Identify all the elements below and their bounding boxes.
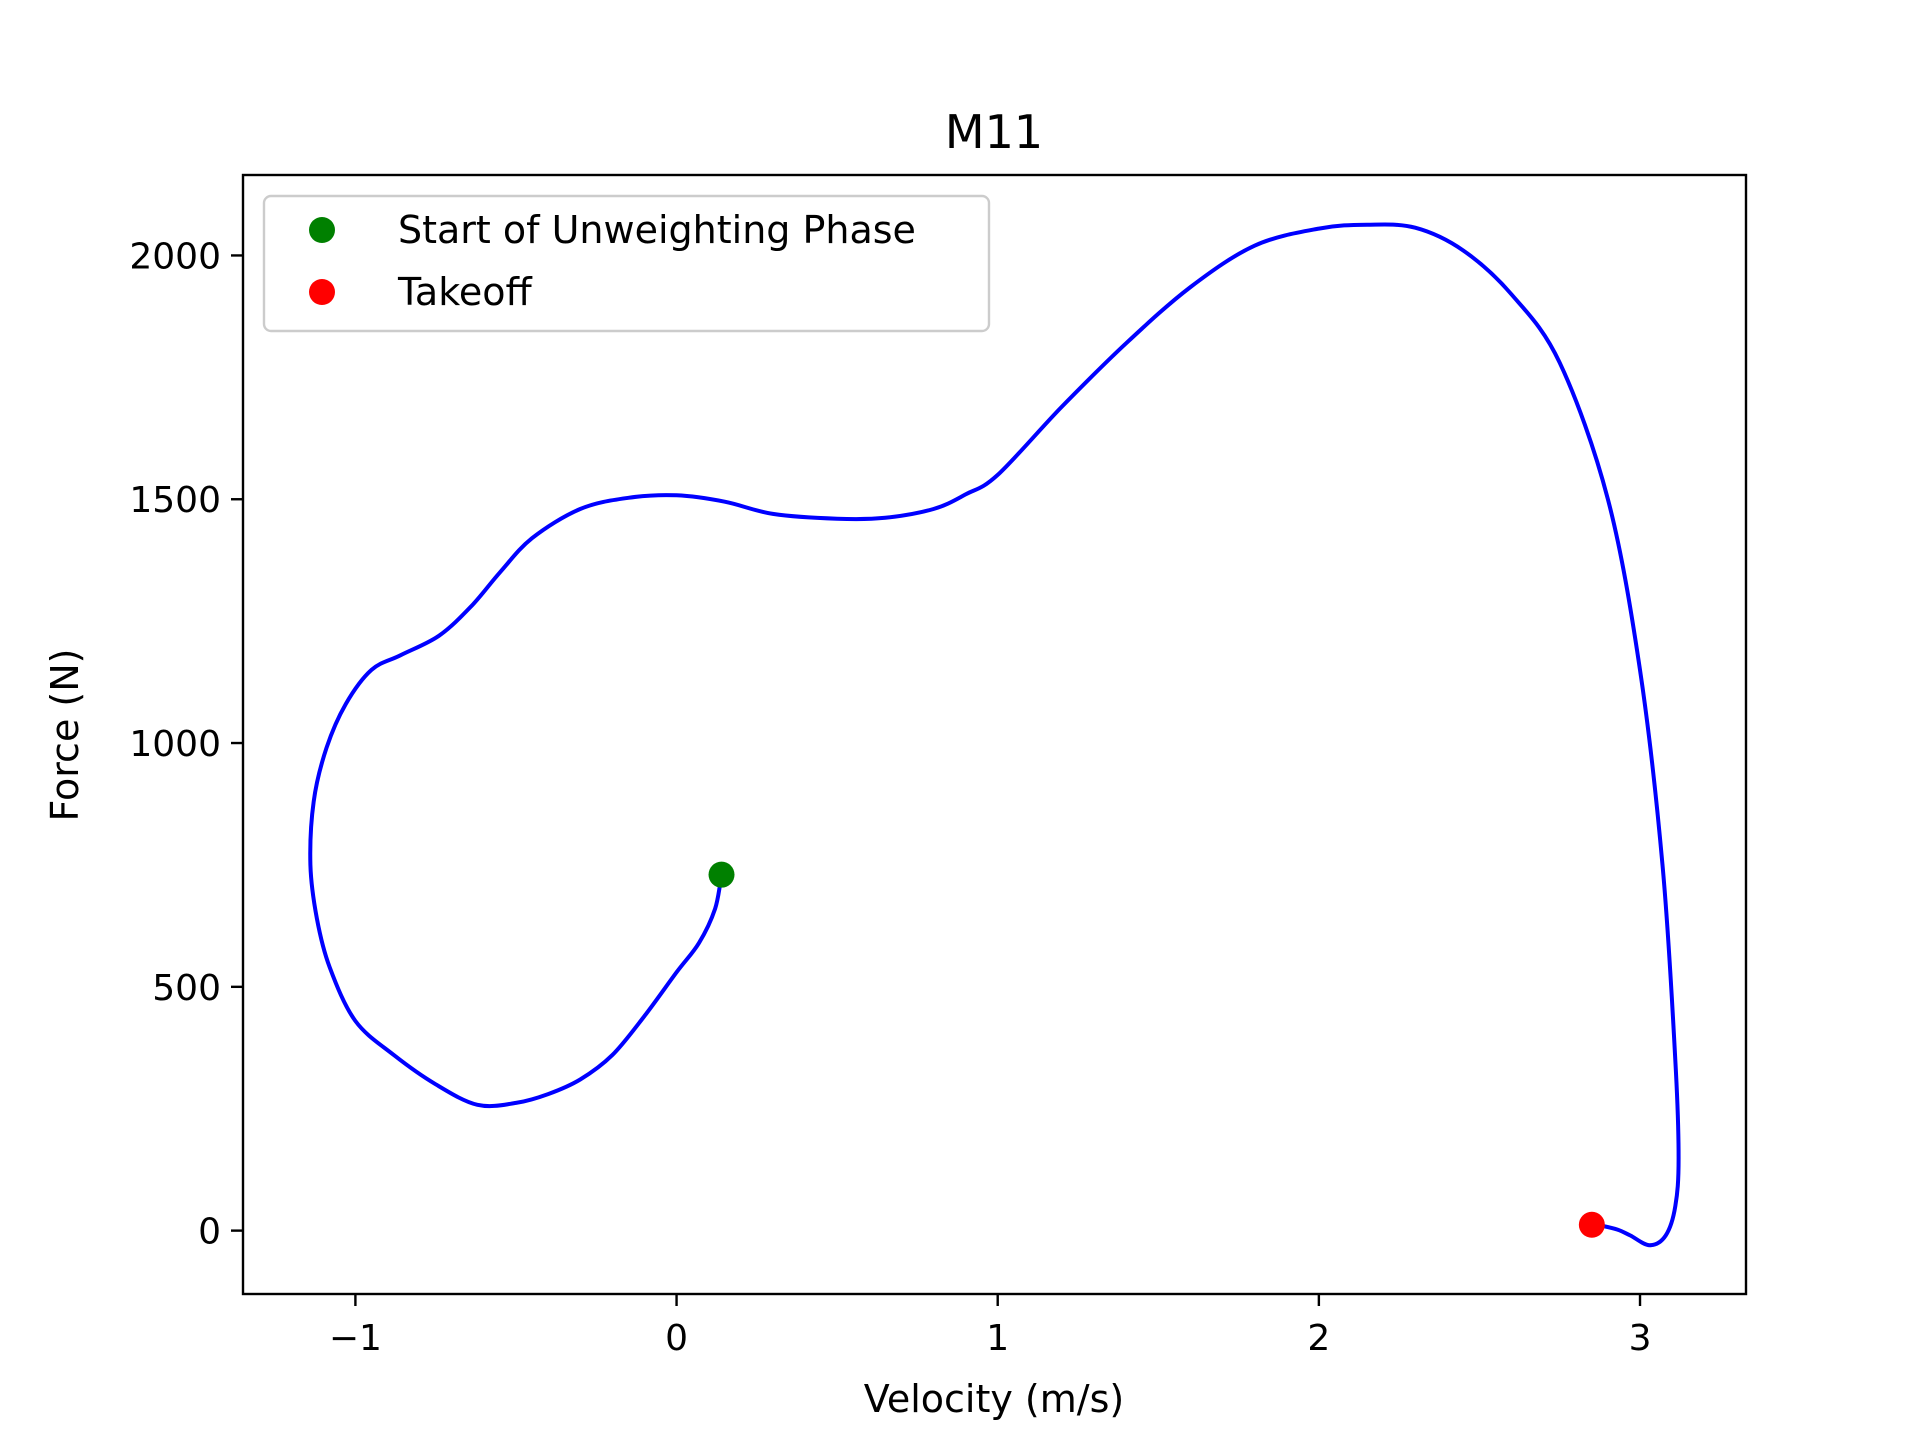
y-tick-label: 1000: [129, 724, 221, 765]
x-tick-label: 2: [1307, 1318, 1330, 1359]
legend-marker-takeoff: [309, 279, 335, 305]
x-tick-label: 0: [665, 1318, 688, 1359]
legend-label-takeoff: Takeoff: [397, 270, 532, 314]
y-tick-label: 2000: [129, 236, 221, 277]
legend-box: [262, 194, 991, 333]
x-axis-label: Velocity (m/s): [864, 1377, 1124, 1421]
y-tick-label: 500: [152, 968, 221, 1009]
axes-frame: [241, 173, 1748, 1296]
y-tick-label: 1500: [129, 480, 221, 521]
legend: Start of Unweighting Phase Takeoff: [262, 194, 991, 333]
plot-area: [241, 173, 1748, 1296]
legend-marker-start: [309, 217, 335, 243]
x-axis: −1 0 1 2 3: [329, 1294, 1652, 1359]
y-axis: 0 500 1000 1500 2000: [129, 236, 243, 1253]
legend-label-start: Start of Unweighting Phase: [398, 208, 916, 252]
force-velocity-curve: [308, 222, 1681, 1248]
start-of-unweighting-point: [708, 861, 735, 888]
takeoff-point: [1578, 1211, 1605, 1238]
y-tick-label: 0: [198, 1212, 221, 1253]
x-tick-label: 3: [1629, 1318, 1652, 1359]
chart-title: M11: [945, 105, 1043, 159]
y-axis-label: Force (N): [43, 649, 87, 822]
x-tick-label: −1: [329, 1318, 382, 1359]
x-tick-label: 1: [986, 1318, 1009, 1359]
